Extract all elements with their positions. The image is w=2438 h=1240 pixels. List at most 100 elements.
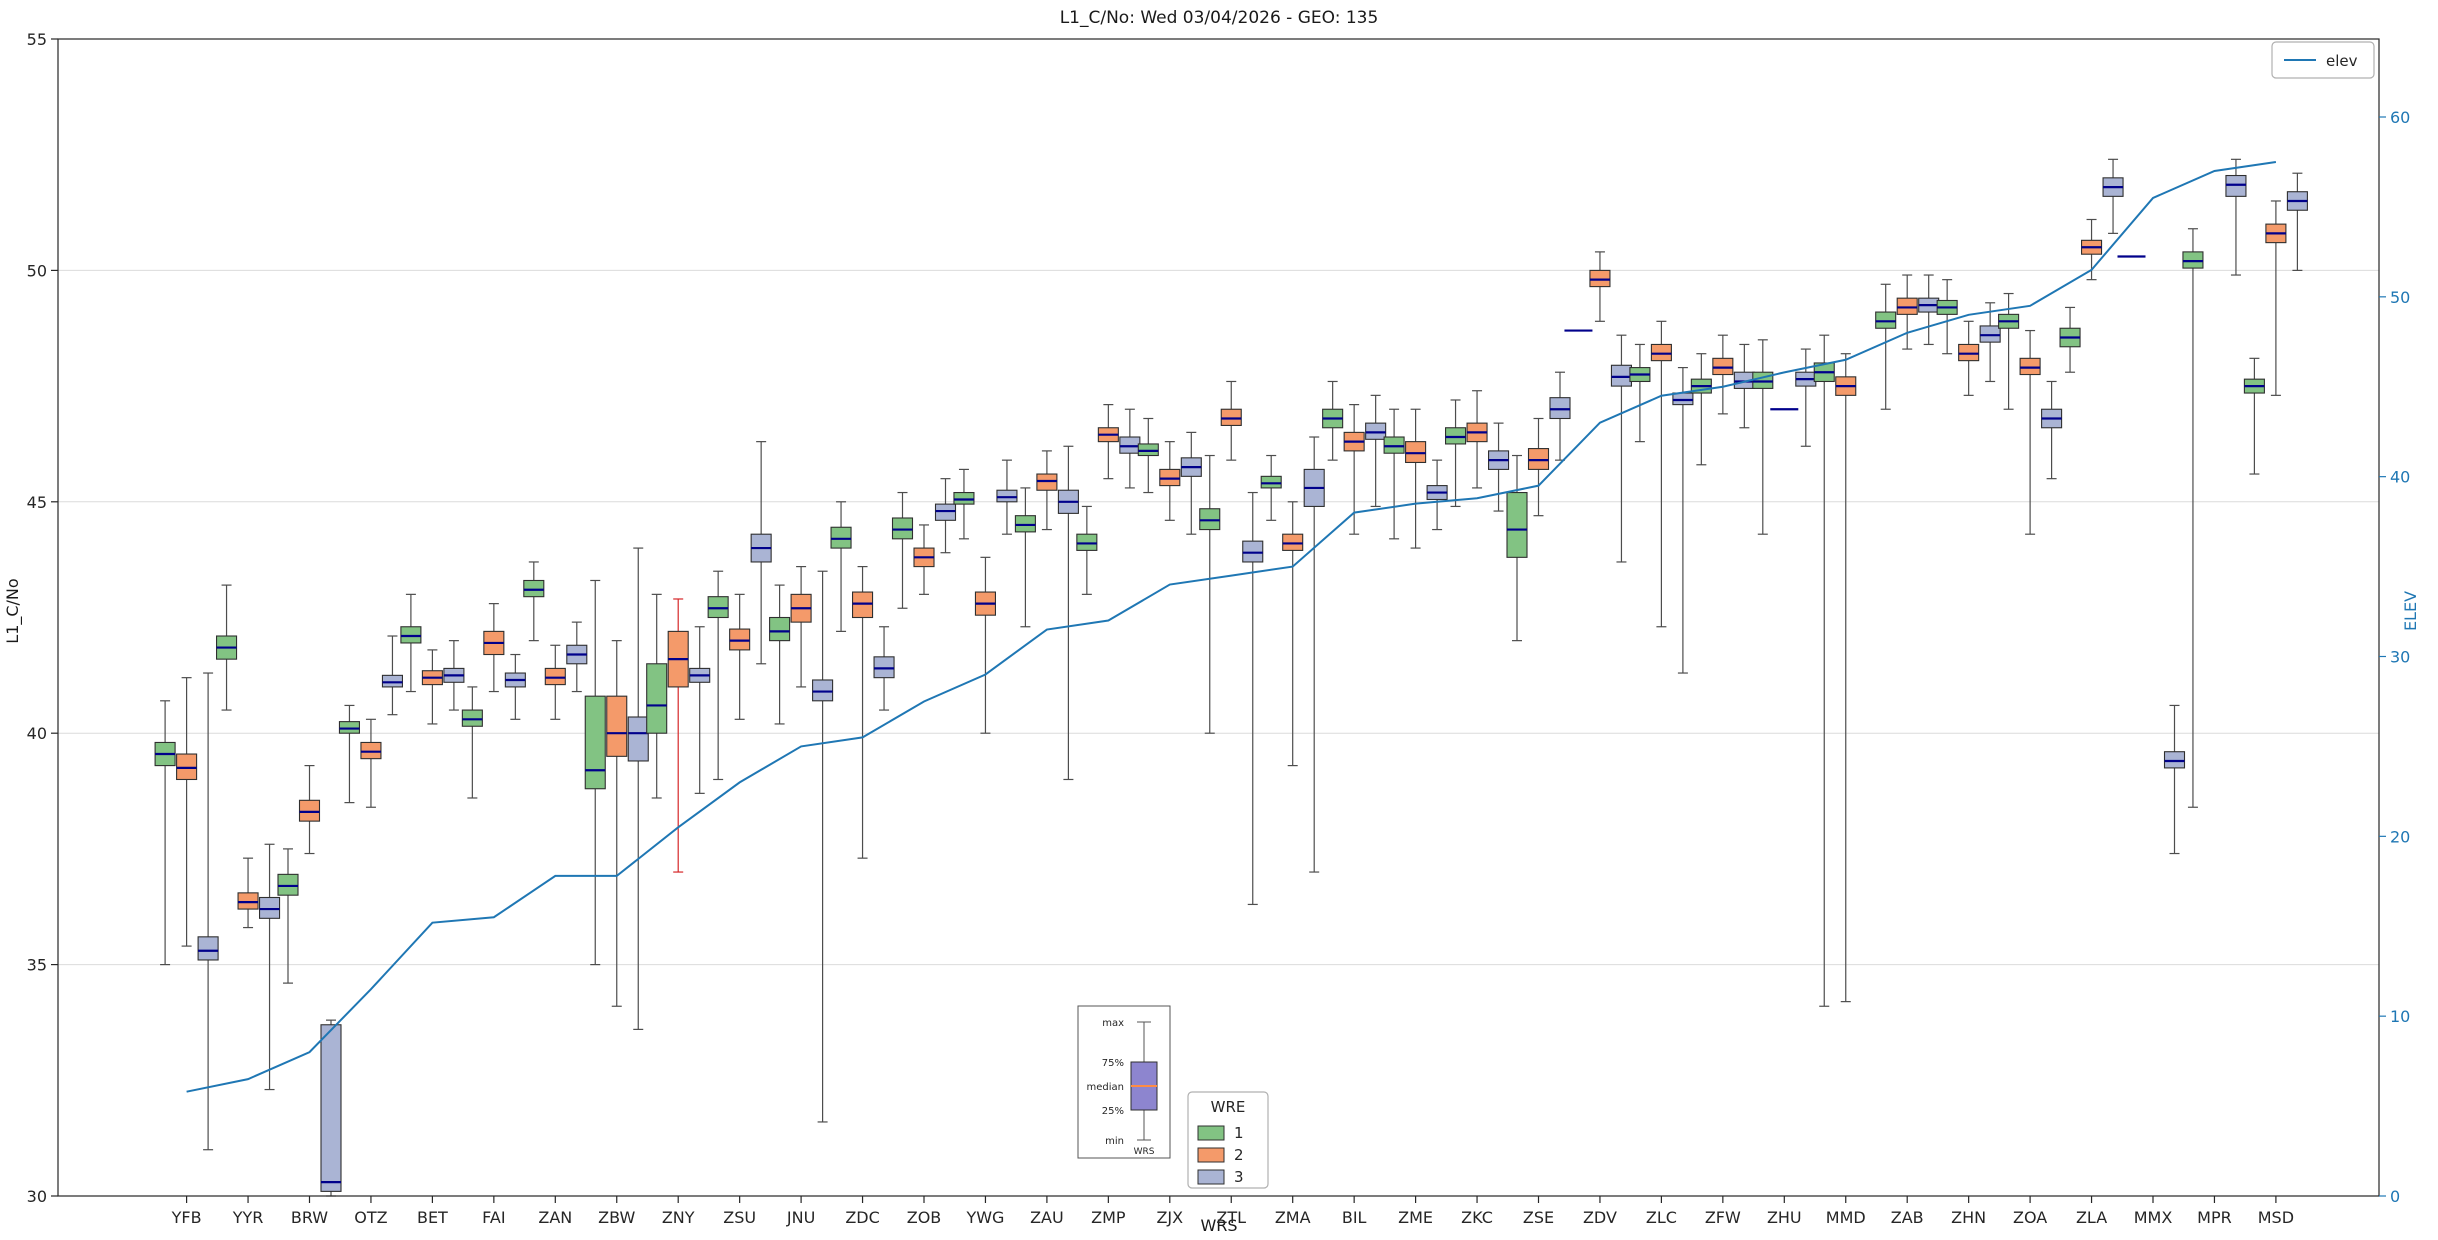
- iqr-box: [2182, 251, 2204, 269]
- iqr-box: [1610, 364, 1632, 387]
- box-MMD-wre1: [1813, 334, 1835, 1007]
- wre-legend-label: 2: [1234, 1146, 1244, 1164]
- box-MMD-wre2: [1835, 353, 1857, 1003]
- iqr-box: [1076, 533, 1098, 551]
- x-tick-label: ZAB: [1891, 1208, 1924, 1227]
- x-tick-label: JNU: [786, 1208, 815, 1227]
- box-BET-wre1: [400, 593, 422, 693]
- iqr-box: [1958, 343, 1980, 362]
- inset-label: 25%: [1102, 1106, 1124, 1117]
- box-ZLA-wre1: [2059, 306, 2081, 373]
- wre-legend-label: 1: [1234, 1124, 1244, 1142]
- box-ZLC-wre2: [1650, 320, 1672, 628]
- boxplot-anatomy-inset: max 75% median 25% min WRS: [1077, 1005, 1171, 1159]
- box-ZSE-wre3: [1549, 371, 1571, 461]
- box-OTZ-wre3: [381, 635, 404, 716]
- wre-legend-swatch-1: [1197, 1125, 1225, 1141]
- iqr-box: [729, 628, 751, 651]
- box-YYR-wre1: [216, 584, 238, 711]
- box-ZDV-wre3: [1610, 334, 1632, 563]
- box-ZOA-wre3: [2041, 380, 2063, 480]
- box-ZNY-wre3: [689, 626, 711, 794]
- iqr-box: [176, 753, 198, 781]
- wre-legend: WRE 1 2 3: [1187, 1091, 1269, 1189]
- iqr-box: [1589, 269, 1611, 288]
- box-YWG-wre2: [974, 556, 997, 734]
- box-ZBW-wre2: [606, 640, 628, 1007]
- box-ZKC-wre2: [1466, 390, 1488, 489]
- box-ZDC-wre3: [873, 626, 895, 711]
- iqr-box: [769, 616, 791, 642]
- iqr-box: [277, 873, 299, 896]
- iqr-box: [1119, 436, 1141, 454]
- box-YFB-wre1: [154, 700, 176, 966]
- box-ZSU-wre2: [729, 593, 751, 720]
- iqr-box: [1260, 475, 1282, 489]
- box-ZAU-wre1: [1014, 487, 1036, 628]
- box-ZAU-wre2: [1036, 450, 1058, 531]
- iqr-box: [646, 663, 668, 734]
- box-YFB-wre3: [197, 672, 219, 1151]
- x-tick-label: ZLC: [1646, 1208, 1677, 1227]
- plot-area: [58, 39, 2379, 1196]
- iqr-box: [461, 709, 483, 727]
- box-FAI-wre2: [483, 603, 505, 693]
- iqr-box: [891, 517, 914, 540]
- x-tick-label: ZNY: [662, 1208, 695, 1227]
- iqr-box: [1365, 422, 1387, 440]
- wre-legend-label: 3: [1234, 1168, 1244, 1186]
- y-tick-label-left: 30: [27, 1187, 47, 1206]
- x-tick-label: YFB: [171, 1208, 202, 1227]
- x-tick-label: BET: [417, 1208, 448, 1227]
- elev-legend-label: elev: [2326, 52, 2358, 70]
- box-OTZ-wre1: [338, 704, 361, 804]
- y-tick-label-left: 35: [27, 956, 47, 975]
- plot-border: [57, 38, 2380, 1197]
- y-tick-label-left: 40: [27, 724, 47, 743]
- iqr-box: [873, 656, 895, 679]
- box-ZMP-wre2: [1097, 404, 1119, 480]
- x-tick-label: ZOB: [907, 1208, 942, 1227]
- iqr-box: [1712, 357, 1734, 376]
- iqr-box: [338, 721, 361, 734]
- box-BIL-wre3: [1365, 394, 1387, 508]
- iqr-box: [1979, 325, 2001, 343]
- box-BIL-wre2: [1343, 404, 1365, 535]
- box-MSD-wre2: [2265, 200, 2287, 396]
- iqr-box: [1137, 443, 1159, 457]
- box-ZTL-wre2: [1220, 380, 1242, 461]
- iqr-box: [1650, 343, 1672, 362]
- iqr-box: [1549, 397, 1571, 420]
- x-tick-label: ZAU: [1030, 1208, 1064, 1227]
- iqr-box: [1896, 297, 1918, 315]
- box-ZME-wre2: [1405, 408, 1427, 549]
- y-tick-label-right: 60: [2390, 108, 2410, 127]
- box-BRW-wre3: [320, 1019, 342, 1197]
- iqr-box: [584, 695, 606, 790]
- iqr-box: [2163, 751, 2186, 769]
- iqr-box: [830, 526, 852, 549]
- box-ZBW-wre1: [584, 579, 606, 966]
- box-MSD-wre3: [2286, 172, 2308, 271]
- x-tick-label: MPR: [2197, 1208, 2232, 1227]
- y-tick-label-left: 55: [27, 30, 47, 49]
- box-FAI-wre1: [461, 686, 483, 799]
- box-ZJX-wre2: [1159, 441, 1181, 521]
- box-ZLA-wre3: [2102, 158, 2124, 234]
- y-axis-left-ticks: 30 35 40 45 50 55: [27, 30, 58, 1206]
- inset-label: min: [1105, 1136, 1124, 1147]
- box-YFB-wre2: [176, 677, 198, 947]
- box-BRW-wre2: [298, 764, 321, 855]
- box-ZAU-wre3: [1057, 445, 1079, 781]
- box-ZHN-wre2: [1958, 320, 1980, 396]
- iqr-box: [1752, 371, 1774, 389]
- box-ZOB-wre1: [891, 491, 914, 609]
- box-YYR-wre3: [258, 843, 281, 1091]
- iqr-box: [197, 936, 219, 961]
- box-ZMP-wre1: [1076, 505, 1098, 595]
- y-tick-label-left: 45: [27, 493, 47, 512]
- box-ZAN-wre3: [566, 621, 588, 693]
- box-ZJX-wre1: [1137, 417, 1159, 494]
- iqr-box: [523, 579, 545, 598]
